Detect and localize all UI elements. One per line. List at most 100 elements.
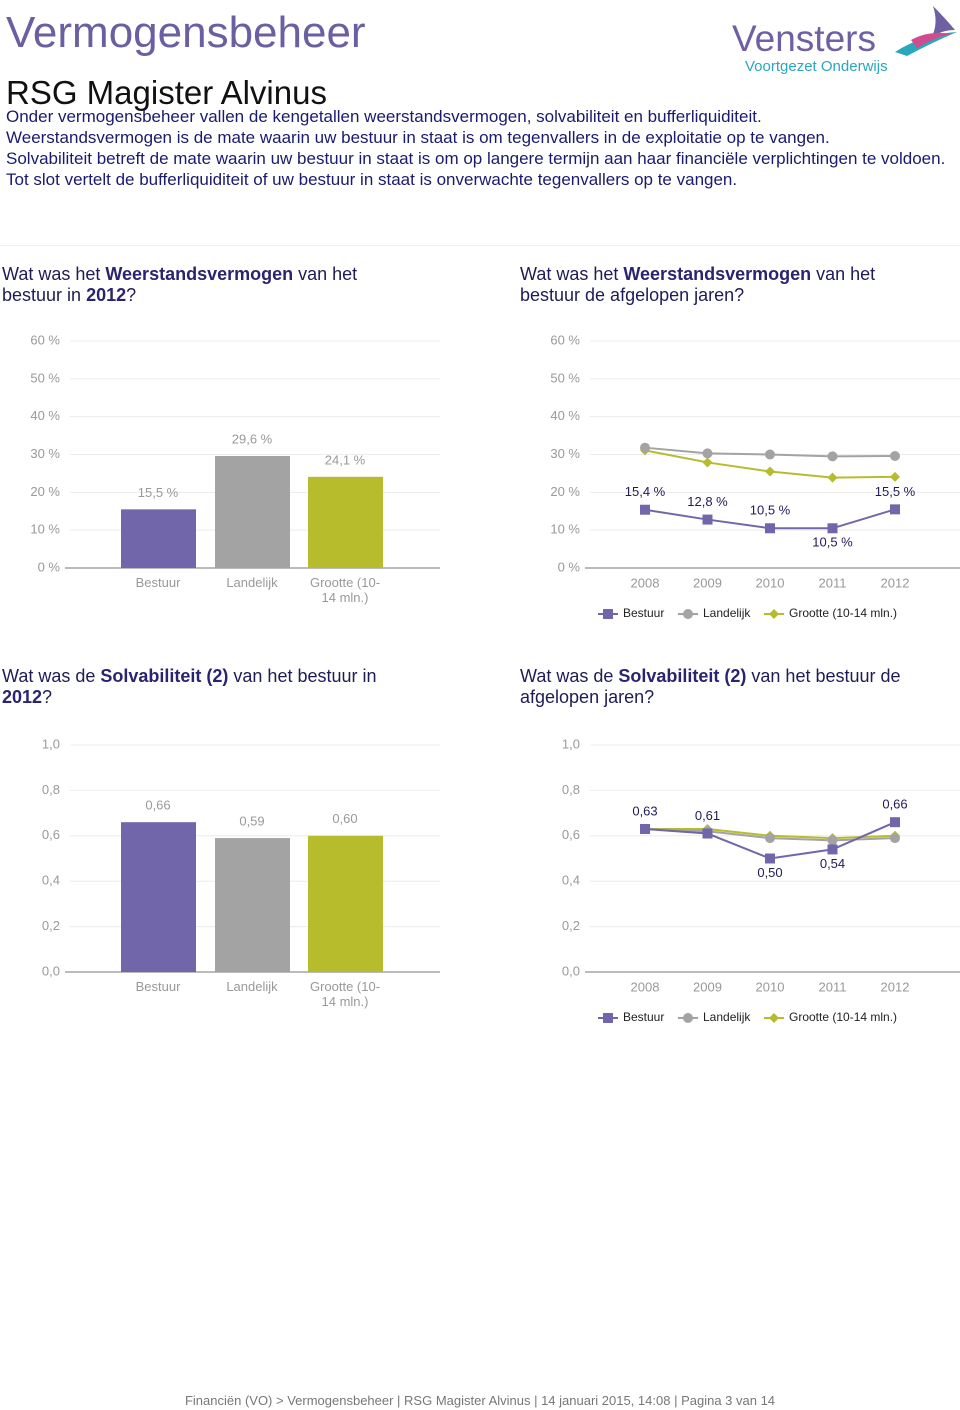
heading-part: van het bestuur de afgelopen jaren?	[520, 666, 901, 707]
x-tick-label: 2012	[881, 979, 910, 994]
y-tick-label: 30 %	[550, 446, 580, 461]
heading-part: Weerstandsvermogen	[105, 264, 294, 284]
heading-part: Wat was de	[2, 666, 101, 686]
y-tick-label: 0,2	[42, 918, 60, 933]
marker	[827, 472, 838, 483]
marker	[890, 504, 900, 515]
y-tick-label: 1,0	[562, 736, 580, 751]
heading-part: Solvabiliteit (2)	[618, 666, 747, 686]
y-tick-label: 0,4	[562, 873, 580, 888]
x-tick-label: 2011	[819, 979, 847, 994]
y-tick-label: 50 %	[30, 370, 60, 385]
x-tick-label: Landelijk	[226, 979, 278, 994]
intro: Onder vermogensbeheer vallen de kengetal…	[6, 106, 954, 190]
heading-part: van het bestuur in	[228, 666, 377, 686]
y-tick-label: 10 %	[30, 522, 60, 537]
heading-part: 2012	[2, 687, 43, 707]
marker	[890, 817, 900, 828]
value-label: 10,5 %	[750, 503, 791, 518]
value-label: 12,8 %	[687, 494, 728, 509]
legend-marker	[769, 609, 779, 619]
marker	[702, 448, 713, 459]
marker	[640, 442, 650, 453]
logo-icon	[895, 6, 957, 56]
logo-tagline: Voortgezet Onderwijs	[745, 58, 888, 75]
value-label: 0,66	[145, 798, 170, 813]
intro-paragraph: Weerstandsvermogen is de mate waarin uw …	[6, 128, 830, 147]
heading-part: Wat was het	[520, 264, 624, 284]
separator	[0, 245, 960, 246]
x-tick-label: 2012	[881, 575, 910, 590]
y-tick-label: 20 %	[550, 484, 580, 499]
y-tick-label: 40 %	[30, 408, 60, 423]
x-label-box: Bestuur	[135, 979, 181, 994]
heading-part: Wat was het	[2, 264, 106, 284]
y-tick-label: 0,6	[562, 827, 580, 842]
heading-part: Solvabiliteit (2)	[100, 666, 229, 686]
legend-marker	[603, 1013, 613, 1023]
heading-part: van het bestuur de afgelopen jaren?	[520, 264, 876, 305]
marker	[765, 853, 775, 864]
chart: 0,0 0,2 0,4 0,6 0,8 1,0 0,66 Bestuur 0,59 Landeli…	[42, 736, 440, 1009]
bar	[215, 838, 290, 972]
x-label-box: Grootte (10-14 mln.)	[310, 575, 380, 605]
y-tick-label: 60 %	[30, 332, 60, 347]
marker	[827, 835, 838, 846]
x-tick-label: 2010	[756, 575, 785, 590]
y-tick-label: 0,0	[42, 963, 60, 978]
legend-marker	[683, 609, 693, 619]
heading-part: Weerstandsvermogen	[623, 264, 812, 284]
logo-wing	[931, 6, 955, 38]
page-title: Vermogensbeheer	[6, 8, 366, 57]
legend-label: Bestuur	[623, 1010, 664, 1024]
x-tick-label: 2009	[693, 575, 722, 590]
heading-part: ?	[126, 285, 137, 305]
value-label: 0,54	[820, 856, 845, 871]
chart-heading: Wat was het Weerstandsvermogen van het b…	[520, 264, 940, 306]
bar	[121, 822, 196, 972]
legend-label: Grootte (10-14 mln.)	[789, 1010, 897, 1024]
value-label: 24,1 %	[325, 452, 366, 467]
chart-heading: Wat was de Solvabiliteit (2) van het bes…	[2, 666, 422, 708]
y-tick-label: 60 %	[550, 332, 580, 347]
x-tick-label: Bestuur	[135, 979, 181, 994]
logo-swoosh	[911, 32, 951, 48]
value-label: 15,4 %	[625, 484, 666, 499]
value-label: 29,6 %	[232, 431, 273, 446]
marker	[765, 466, 775, 477]
y-tick-label: 0 %	[558, 559, 581, 574]
x-tick-label: Bestuur	[135, 575, 181, 590]
value-label: 15,5 %	[138, 485, 179, 500]
footer: Financiën (VO) > Vermogensbeheer | RSG M…	[184, 1393, 776, 1408]
x-tick-label: 2008	[631, 575, 660, 590]
marker	[640, 504, 650, 515]
y-tick-label: 0,2	[562, 918, 580, 933]
marker	[765, 833, 775, 844]
value-label: 0,60	[332, 811, 357, 826]
x-tick-label: 2011	[819, 575, 847, 590]
marker	[827, 844, 838, 855]
marker	[827, 451, 838, 462]
intro-paragraph: Onder vermogensbeheer vallen de kengetal…	[6, 107, 762, 126]
value-label: 0,66	[882, 797, 907, 812]
x-tick-label: Landelijk	[226, 575, 278, 590]
marker	[640, 823, 650, 834]
x-label-box: Landelijk	[226, 979, 278, 994]
x-tick-label: Grootte (10-14 mln.)	[309, 979, 381, 1009]
marker	[765, 523, 775, 534]
x-label-box: Grootte (10-14 mln.)	[309, 979, 381, 1009]
heading-part: ?	[42, 687, 53, 707]
x-tick-label: 2009	[693, 979, 722, 994]
y-tick-label: 0,0	[562, 963, 580, 978]
intro-paragraph: Solvabiliteit betreft de mate waarin uw …	[6, 149, 946, 189]
bar	[308, 835, 383, 972]
chart: 0 % 10 % 20 % 30 % 40 % 50 % 60 % 2008 2009 2010 2…	[550, 332, 960, 620]
x-label-box: Bestuur	[135, 575, 181, 590]
bar	[215, 456, 290, 568]
page-subtitle: RSG Magister Alvinus	[6, 74, 327, 111]
chart: 0 % 10 % 20 % 30 % 40 % 50 % 60 % 15,5 % Bestuur…	[30, 332, 440, 605]
heading-part: van het bestuur in	[2, 264, 358, 305]
marker	[890, 471, 900, 482]
y-tick-label: 0,6	[42, 827, 60, 842]
marker	[890, 451, 900, 462]
